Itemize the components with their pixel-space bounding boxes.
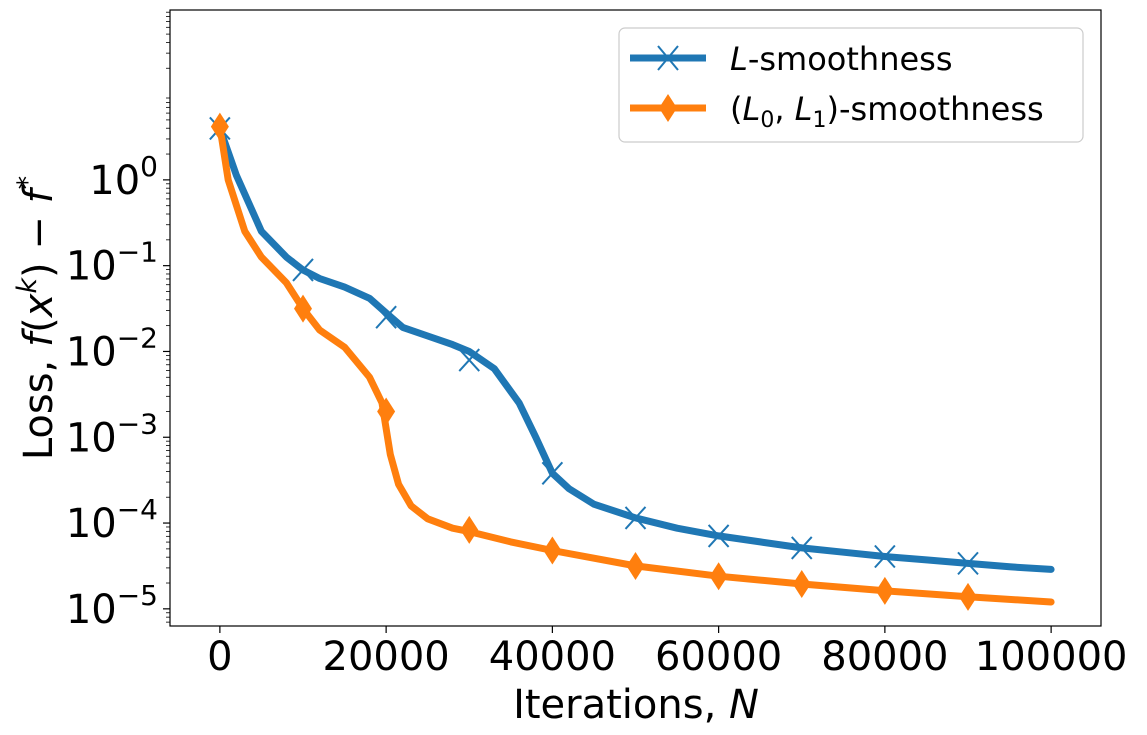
x-axis-label: Iterations, N xyxy=(513,682,759,728)
y-tick-label: 10−3 xyxy=(66,407,158,461)
y-tick-label: 10−4 xyxy=(66,493,158,547)
data-marker-l0l1-smoothness xyxy=(709,562,728,591)
data-marker-l-smoothness xyxy=(791,536,813,560)
plot-frame xyxy=(169,9,1102,627)
data-marker-l-smoothness xyxy=(458,348,480,372)
legend-marker-l0l1-smoothness xyxy=(659,94,677,122)
data-marker-l-smoothness xyxy=(624,506,647,530)
data-marker-l0l1-smoothness xyxy=(875,576,894,605)
data-marker-l0l1-smoothness xyxy=(543,536,562,565)
legend-label-l0l1-smoothness: (L0, L1)-smoothness xyxy=(730,90,1044,133)
x-axis-ticks: 0 20000 40000 60000 80000 100000 xyxy=(207,626,1127,680)
marker-layer xyxy=(209,112,979,611)
data-marker-l0l1-smoothness xyxy=(626,551,645,580)
x-tick-label: 40000 xyxy=(489,634,616,680)
data-marker-l0l1-smoothness xyxy=(792,569,811,598)
data-marker-l0l1-smoothness xyxy=(460,515,479,544)
y-tick-label: 10−5 xyxy=(66,579,158,633)
data-marker-l-smoothness xyxy=(957,551,979,576)
x-tick-label: 20000 xyxy=(323,634,450,680)
x-tick-label: 60000 xyxy=(655,634,782,680)
data-marker-l-smoothness xyxy=(541,461,564,485)
y-tick-label: 100 xyxy=(89,150,158,204)
x-tick-label: 0 xyxy=(207,634,232,680)
y-tick-label: 10−1 xyxy=(66,236,158,290)
data-marker-l0l1-smoothness xyxy=(377,397,396,426)
series-line-l-smoothness xyxy=(216,124,1055,573)
legend-box xyxy=(618,27,1084,143)
x-tick-label: 100000 xyxy=(975,634,1128,680)
data-marker-l-smoothness xyxy=(292,258,314,282)
y-axis-label: Loss, f(xk) − f* xyxy=(12,176,62,460)
data-marker-l-smoothness xyxy=(375,305,397,329)
data-marker-l0l1-smoothness xyxy=(294,294,312,323)
legend-label-l-smoothness: L-smoothness xyxy=(730,40,953,78)
series-line-l0l1-smoothness xyxy=(216,123,1055,606)
x-tick-label: 80000 xyxy=(821,634,948,680)
data-marker-l0l1-smoothness xyxy=(210,112,229,141)
data-marker-l0l1-smoothness xyxy=(959,582,977,611)
data-marker-l-smoothness xyxy=(707,524,730,548)
legend-marker-l-smoothness xyxy=(657,45,679,71)
series-layer xyxy=(216,123,1055,606)
data-marker-l-smoothness xyxy=(874,544,896,569)
y-axis-ticks: 100 10−1 10−2 10−3 10−4 10−5 xyxy=(66,11,170,633)
legend: L-smoothness (L0, L1)-smoothness xyxy=(618,27,1084,143)
y-tick-label: 10−2 xyxy=(66,321,158,375)
